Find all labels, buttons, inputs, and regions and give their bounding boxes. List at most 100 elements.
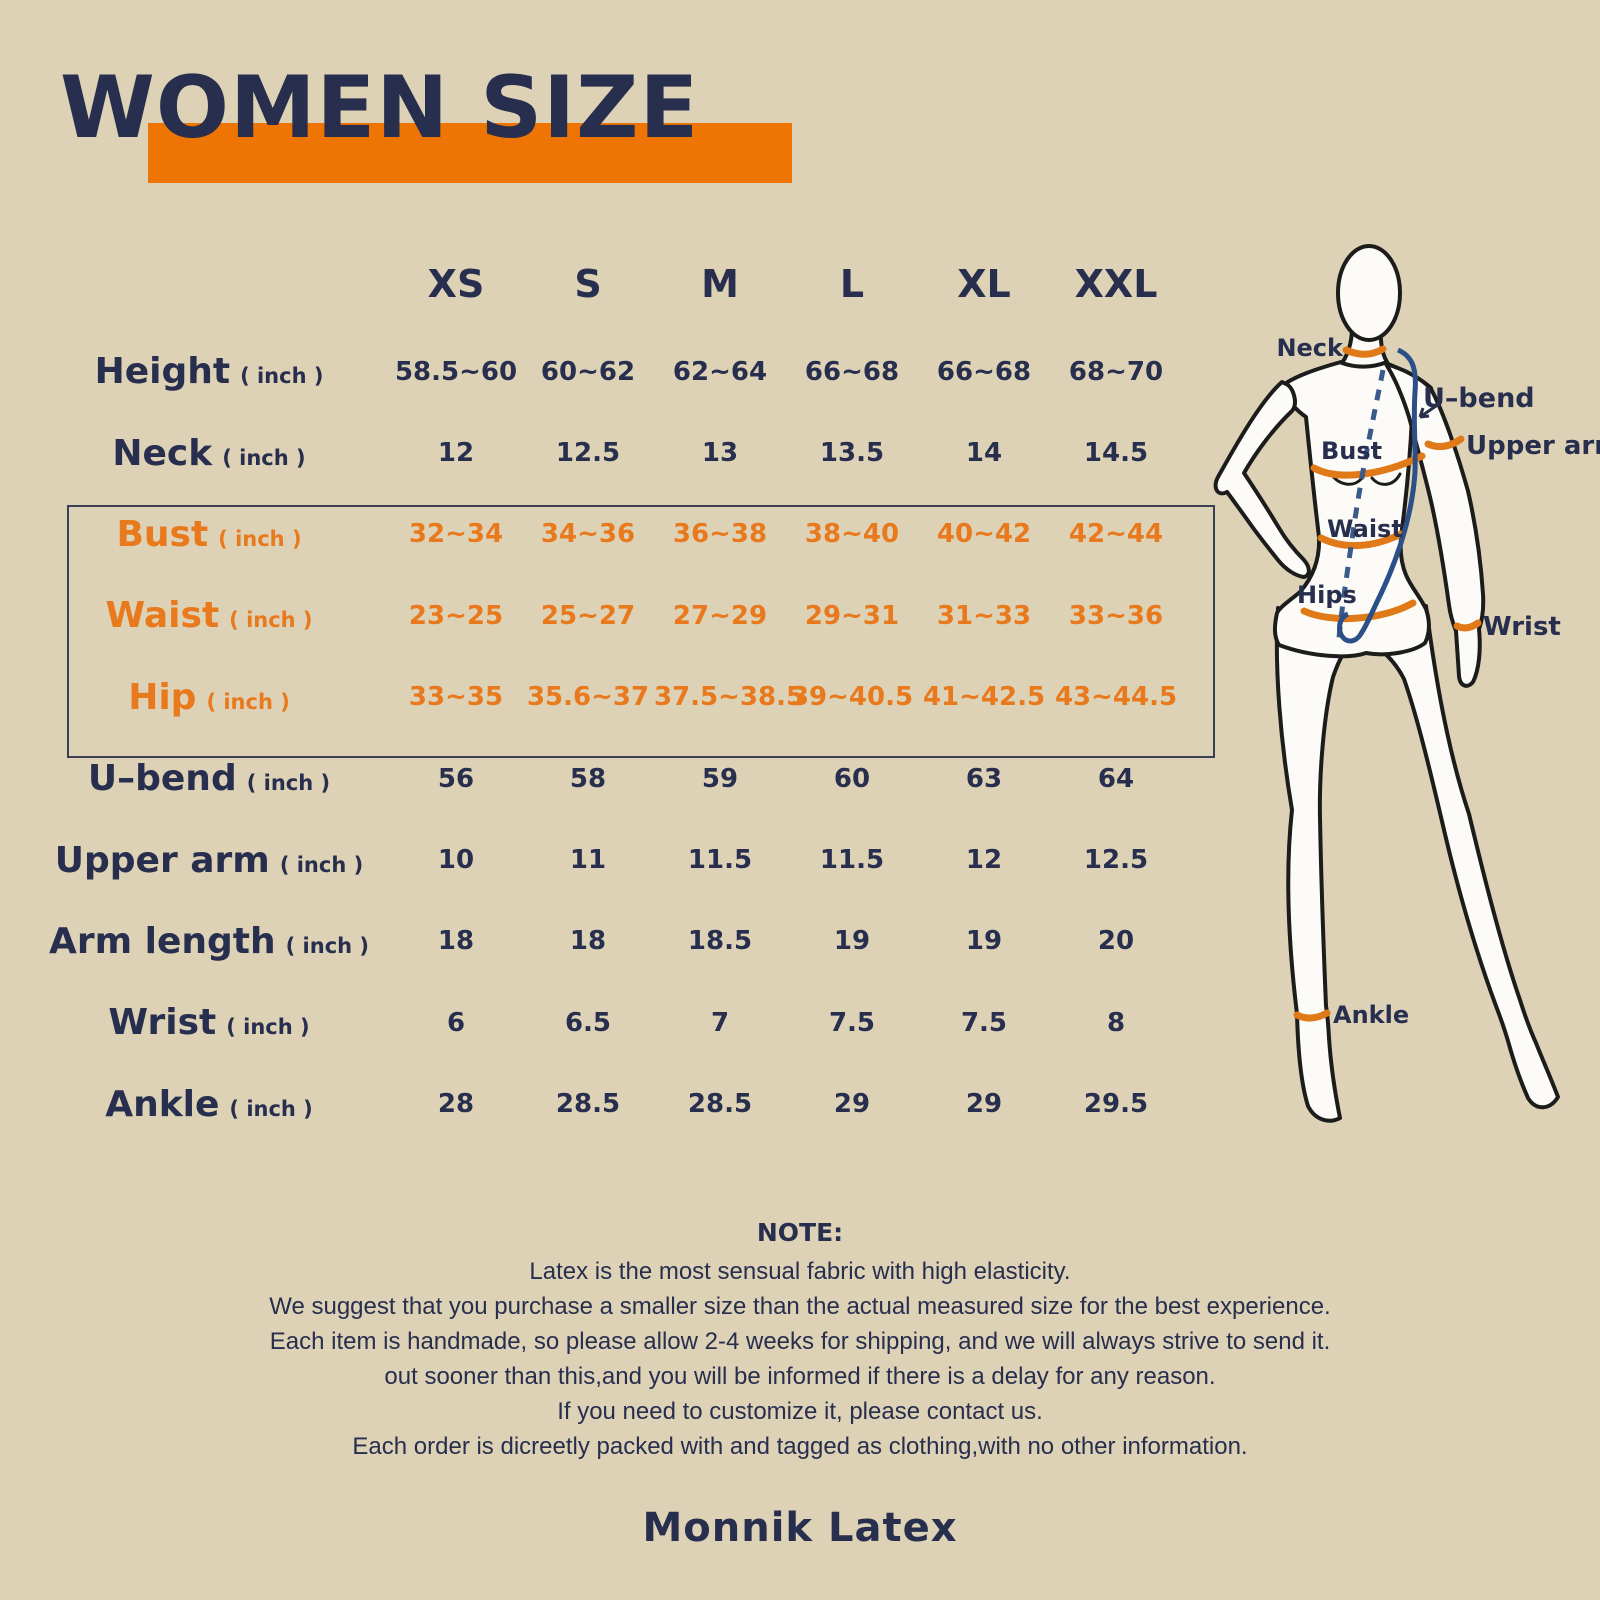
ankle-measure-line [1293,1009,1331,1022]
value-upper-arm-xl: 12 [965,845,1003,876]
header-spacer [28,262,390,306]
figure-label-hips: Hips [1297,581,1357,609]
row-label-text: Wrist [108,1002,217,1044]
center-dashed-line [1336,369,1386,639]
value-waist-m: 27~29 [672,600,768,631]
hips-measure-line [1300,599,1417,622]
table-row-hip: Hip ( inch ) 33~35 35.6~37 37.5~38.5 39~40.5 4… [28,657,1218,738]
size-header-xs: XS [427,262,485,306]
table-row-neck: Neck ( inch ) 12 12.5 13 13.5 14 14.5 [28,412,1218,493]
note-line: Each order is dicreetly packed with and … [352,1433,1248,1460]
value-wrist-s: 6.5 [564,1007,612,1038]
row-label-text: Upper arm [54,839,270,881]
row-unit-text: ( inch ) [222,445,306,470]
note-lines: Latex is the most sensual fabric with hi… [0,1254,1600,1464]
value-arm-length-xxl: 20 [1097,926,1135,957]
row-unit-text: ( inch ) [226,1015,310,1040]
value-upper-arm-xs: 10 [437,845,475,876]
size-header-s: S [574,262,602,306]
row-label-text: Ankle [105,1083,220,1125]
row-label-wrist: Wrist ( inch ) [28,1002,390,1043]
value-upper-arm-xxl: 12.5 [1083,845,1149,876]
value-u-bend-xl: 63 [965,763,1003,794]
value-wrist-m: 7 [710,1007,730,1038]
value-neck-xs: 12 [437,438,475,469]
row-unit-text: ( inch ) [285,933,370,958]
figure-label-waist: Waist [1327,515,1403,543]
value-height-m: 62~64 [672,356,768,387]
value-waist-xxl: 33~36 [1068,600,1164,631]
note-heading: NOTE: [756,1218,844,1247]
size-header-l: L [839,262,865,306]
value-neck-xxl: 14.5 [1083,438,1149,469]
row-label-text: Hip [128,676,197,718]
row-unit-text: ( inch ) [279,852,364,877]
value-neck-s: 12.5 [555,438,621,469]
figure-left-arm [1213,380,1311,579]
figure-right-leg [1358,604,1560,1110]
value-arm-length-m: 18.5 [687,926,753,957]
value-neck-xl: 14 [965,438,1003,469]
value-height-l: 66~68 [804,356,900,387]
size-table-header: XS S M L XL XXL [28,262,1218,306]
upper-arm-measure-line [1424,435,1465,451]
neck-measure-line [1342,345,1387,358]
figure-label-bust: Bust [1321,437,1382,465]
value-ankle-xxl: 29.5 [1083,1089,1149,1120]
value-wrist-xl: 7.5 [960,1007,1008,1038]
table-row-upper-arm: Upper arm ( inch ) 10 11 11.5 11.5 12 12.5 [28,819,1218,900]
value-height-s: 60~62 [540,356,636,387]
body-measurement-figure: Neck U–bend Upper arm Bust Waist Hips Wr… [1180,220,1600,1180]
row-label-height: Height ( inch ) [28,351,390,392]
size-header-xl: XL [957,262,1011,306]
row-label-text: Waist [105,595,220,637]
row-unit-text: ( inch ) [218,526,302,551]
page-title: WOMEN SIZE [60,58,700,158]
size-header-m: M [701,262,739,306]
value-u-bend-l: 60 [833,763,871,794]
row-label-upper-arm: Upper arm ( inch ) [28,840,390,881]
wrist-measure-line [1453,619,1482,632]
value-hip-xl: 41~42.5 [922,682,1046,713]
figure-label-upper-arm: Upper arm [1466,431,1600,461]
figure-label-ankle: Ankle [1333,1001,1409,1029]
value-upper-arm-l: 11.5 [819,845,885,876]
table-row-height: Height ( inch ) 58.5~60 60~62 62~64 66~68 66~6… [28,331,1218,412]
note-line: If you need to customize it, please cont… [557,1398,1043,1425]
value-u-bend-s: 58 [569,763,607,794]
row-label-text: Height [94,351,231,393]
value-bust-s: 34~36 [540,519,636,550]
mannequin-illustration: Neck U–bend Upper arm Bust Waist Hips Wr… [1213,244,1600,1123]
table-row-u-bend: U–bend ( inch ) 56 58 59 60 63 64 [28,738,1218,819]
value-u-bend-xs: 56 [437,763,475,794]
row-label-text: U–bend [87,758,237,800]
table-row-waist: Waist ( inch ) 23~25 25~27 27~29 29~31 31~33 33… [28,575,1218,656]
value-arm-length-xl: 19 [965,926,1003,957]
value-ankle-xl: 29 [965,1089,1003,1120]
value-ankle-s: 28.5 [555,1089,621,1120]
figure-label-wrist: Wrist [1483,612,1561,642]
value-hip-m: 37.5~38.5 [654,682,805,713]
value-neck-l: 13.5 [819,438,885,469]
row-unit-text: ( inch ) [229,1096,313,1121]
row-label-u-bend: U–bend ( inch ) [28,758,390,799]
value-ankle-xs: 28 [437,1089,475,1120]
size-table-rows: Height ( inch ) 58.5~60 60~62 62~64 66~68 66~6… [28,331,1218,1145]
value-ankle-l: 29 [833,1089,871,1120]
value-wrist-xxl: 8 [1106,1007,1126,1038]
value-arm-length-l: 19 [833,926,871,957]
value-wrist-xs: 6 [446,1007,466,1038]
value-upper-arm-m: 11.5 [687,845,753,876]
size-header-xxl: XXL [1074,262,1158,306]
row-unit-text: ( inch ) [240,364,324,389]
row-label-hip: Hip ( inch ) [28,677,390,718]
figure-head [1336,244,1402,342]
brand-name: Monnik Latex [642,1505,958,1551]
value-bust-xs: 32~34 [408,519,504,550]
value-upper-arm-s: 11 [569,845,607,876]
table-row-arm-length: Arm length ( inch ) 18 18 18.5 19 19 20 [28,901,1218,982]
note-line: We suggest that you purchase a smaller s… [269,1293,1331,1320]
figure-left-leg [1274,606,1362,1123]
row-unit-text: ( inch ) [206,689,290,714]
